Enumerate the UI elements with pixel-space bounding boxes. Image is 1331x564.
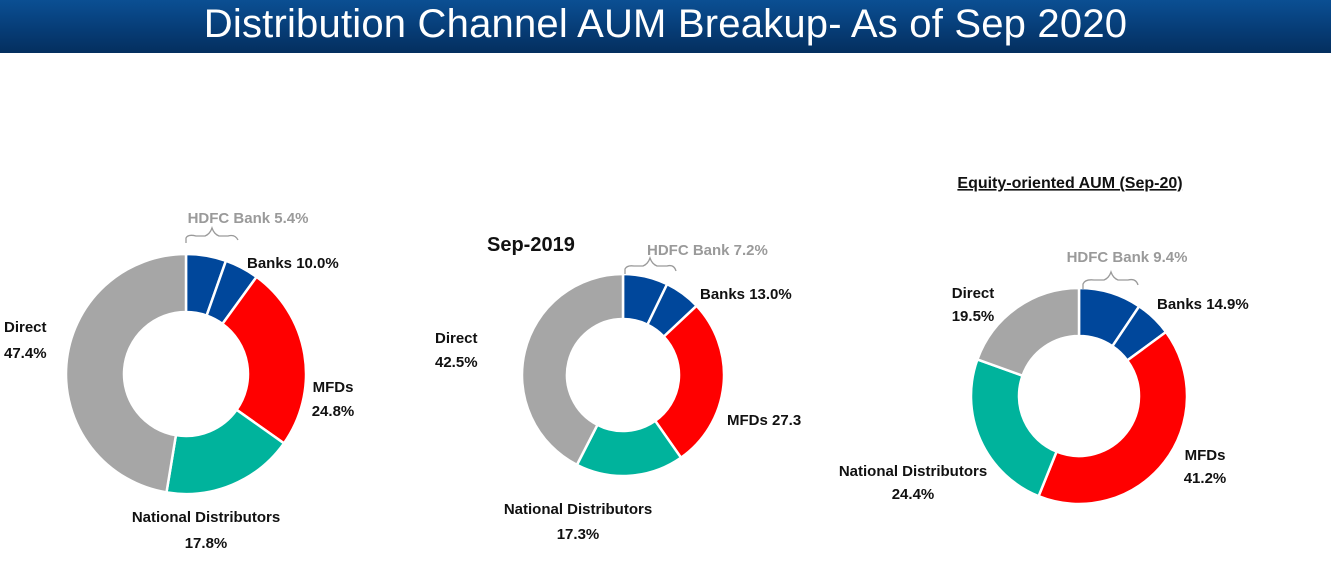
donut-2-slices: [520, 272, 726, 478]
slice-mfds-1: [221, 275, 308, 445]
label-direct-2-name: Direct: [435, 330, 478, 347]
label-direct-1-value: 47.4%: [4, 345, 47, 362]
slice-direct-2: [520, 272, 625, 467]
slice-mfds-2: [653, 304, 726, 459]
slice-mfds-3: [1037, 330, 1189, 506]
label-mfds-3-value: 41.2%: [1184, 470, 1227, 487]
label-direct-3-value: 19.5%: [952, 308, 995, 325]
hdfc-brace-2: [624, 255, 677, 274]
donut-chart-3: Equity-oriented AUM (Sep-20) HDFC Bank 9…: [839, 175, 1249, 506]
label-national-distributors-3-name: National Distributors: [839, 463, 987, 480]
slice-direct-3: [976, 286, 1081, 377]
label-mfds-1-name: MFDs: [313, 379, 354, 396]
donut-3-slices: [969, 286, 1189, 506]
donut-chart-1: HDFC Bank 5.4% Banks 10.0% MFDs 24.8% Na…: [4, 210, 354, 552]
label-direct-1-name: Direct: [4, 319, 47, 336]
label-direct-3-name: Direct: [952, 285, 995, 302]
label-mfds-2: MFDs 27.3: [727, 412, 801, 429]
label-national-distributors-2-name: National Distributors: [504, 501, 652, 518]
page-title: Distribution Channel AUM Breakup- As of …: [203, 2, 1128, 46]
label-hdfc-bank-3: HDFC Bank 9.4%: [1067, 249, 1188, 266]
label-national-distributors-2-value: 17.3%: [557, 526, 600, 543]
chart-title-sep-2019: Sep-2019: [487, 234, 575, 256]
label-mfds-1-value: 24.8%: [312, 403, 355, 420]
hdfc-brace-3: [1082, 269, 1139, 289]
label-banks-1: Banks 10.0%: [247, 255, 339, 272]
label-national-distributors-1-name: National Distributors: [132, 509, 280, 526]
hdfc-brace-1: [185, 225, 239, 243]
label-banks-2: Banks 13.0%: [700, 286, 792, 303]
chart-title-equity-oriented: Equity-oriented AUM (Sep-20): [957, 175, 1182, 192]
label-national-distributors-3-value: 24.4%: [892, 486, 935, 503]
label-hdfc-bank-1: HDFC Bank 5.4%: [188, 210, 309, 227]
label-mfds-3-name: MFDs: [1185, 447, 1226, 464]
slice-direct-1: [64, 252, 188, 494]
donut-chart-2: Sep-2019 HDFC Bank 7.2% Banks 13.0% MFDs…: [435, 234, 801, 543]
label-banks-3: Banks 14.9%: [1157, 296, 1249, 313]
label-direct-2-value: 42.5%: [435, 354, 478, 371]
label-hdfc-bank-2: HDFC Bank 7.2%: [647, 242, 768, 259]
donut-1-slices: [64, 252, 308, 496]
slice-national-distributors-3: [969, 358, 1058, 498]
title-bar: [0, 0, 1331, 53]
label-national-distributors-1-value: 17.8%: [185, 535, 228, 552]
